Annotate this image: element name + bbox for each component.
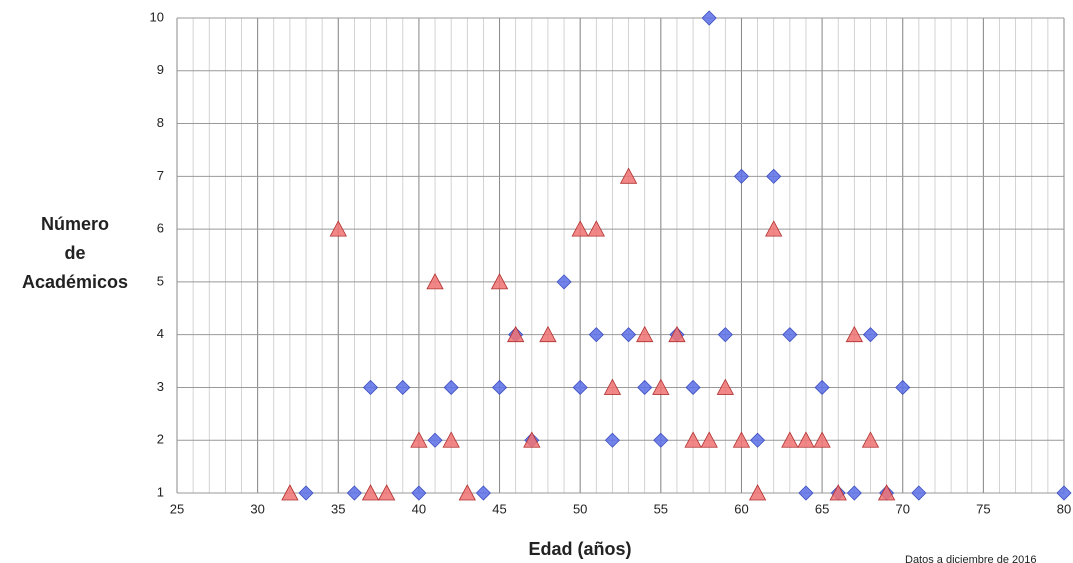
y-tick-label: 1 (157, 484, 164, 499)
point (716, 378, 734, 395)
point (620, 327, 637, 343)
y-axis-label: de (64, 243, 85, 263)
point (346, 485, 362, 501)
point (443, 379, 459, 396)
point (637, 379, 653, 396)
x-tick-label: 75 (976, 501, 990, 516)
x-tick-label: 65 (815, 501, 829, 516)
point (458, 484, 476, 501)
y-tick-label: 9 (157, 62, 164, 77)
point (587, 220, 605, 237)
x-tick-label: 80 (1057, 501, 1071, 516)
x-tick-label: 30 (250, 501, 264, 516)
point (636, 325, 654, 343)
point (861, 431, 880, 448)
point (895, 379, 911, 396)
y-tick-label: 5 (157, 273, 164, 288)
point (829, 484, 847, 501)
point (782, 327, 798, 343)
point (475, 485, 491, 501)
point (427, 432, 443, 448)
point (653, 432, 669, 448)
point (846, 485, 862, 501)
point (765, 220, 783, 237)
x-tick-label: 50 (573, 501, 587, 516)
point (361, 484, 380, 501)
point (781, 431, 799, 448)
point (750, 432, 766, 448)
point (571, 220, 589, 237)
x-tick-label: 60 (734, 501, 748, 516)
y-axis-label: Académicos (22, 272, 128, 292)
point (813, 431, 831, 448)
point (604, 432, 621, 448)
point (668, 325, 686, 343)
point (410, 431, 428, 448)
point (523, 431, 541, 448)
point (798, 485, 814, 501)
point (733, 168, 750, 184)
x-tick-label: 55 (654, 501, 668, 516)
point (717, 327, 733, 343)
point (556, 274, 572, 290)
point (748, 484, 767, 501)
point (862, 327, 879, 343)
point (362, 379, 379, 396)
x-tick-label: 70 (895, 501, 909, 516)
point (491, 379, 508, 396)
point (732, 431, 751, 448)
point (572, 379, 588, 396)
point (845, 325, 864, 343)
point (797, 431, 815, 448)
point (877, 484, 896, 501)
y-tick-label: 7 (157, 168, 164, 183)
point (411, 485, 427, 501)
x-tick-label: 40 (412, 501, 426, 516)
y-tick-label: 4 (157, 326, 164, 341)
point (766, 168, 782, 184)
point (395, 379, 411, 396)
point (298, 485, 314, 501)
point (684, 431, 702, 448)
point (652, 378, 670, 395)
point (911, 485, 927, 501)
point (701, 10, 717, 26)
y-tick-label: 8 (157, 115, 164, 130)
point (685, 379, 701, 396)
y-tick-label: 2 (157, 432, 164, 447)
point (377, 484, 396, 501)
y-tick-label: 10 (150, 9, 164, 24)
x-tick-label: 25 (170, 501, 184, 516)
point (700, 431, 718, 448)
point (603, 378, 622, 395)
point (588, 327, 604, 343)
y-tick-label: 3 (157, 379, 164, 394)
point (539, 325, 557, 343)
point (619, 167, 638, 184)
x-axis-label: Edad (años) (528, 539, 631, 559)
point (1056, 485, 1072, 501)
point (426, 273, 444, 290)
point (281, 484, 299, 501)
y-tick-label: 6 (157, 221, 164, 236)
point (507, 325, 525, 343)
x-tick-label: 35 (331, 501, 345, 516)
y-axis-label: Número (41, 214, 109, 234)
point (490, 273, 509, 290)
point (442, 431, 460, 448)
point (814, 379, 830, 396)
point (329, 220, 347, 237)
footnote: Datos a diciembre de 2016 (905, 554, 1036, 563)
x-tick-label: 45 (492, 501, 506, 516)
